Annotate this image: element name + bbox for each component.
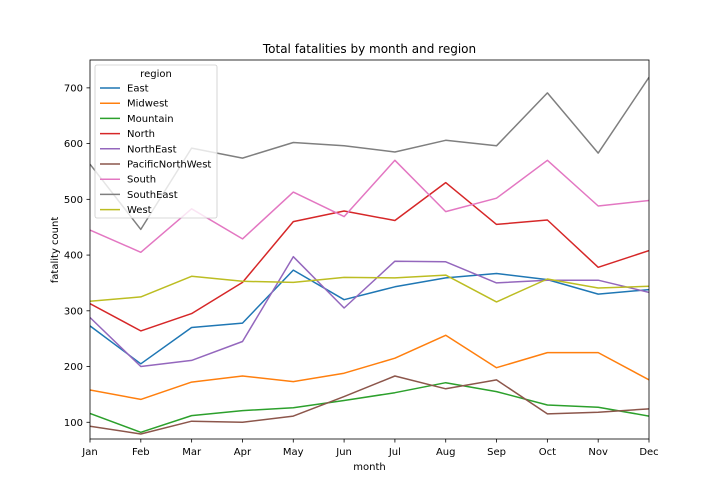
series-line-north (90, 181, 649, 332)
series-line-pacificnorthwest (90, 375, 649, 435)
y-tick-label: 500 (64, 195, 83, 206)
chart-title: Total fatalities by month and region (262, 42, 476, 56)
x-tick-label: Sep (487, 447, 506, 458)
x-tick-label: Jul (388, 447, 401, 458)
x-tick-label: Feb (132, 447, 150, 458)
legend-label-pacificnorthwest: PacificNorthWest (127, 160, 211, 171)
legend-label-mountain: Mountain (127, 114, 174, 125)
y-tick-label: 300 (64, 306, 83, 317)
legend: region East Midwest Mountain North NorthEast P… (94, 64, 218, 219)
x-tick-label: Aug (436, 447, 456, 458)
series-line-midwest (90, 334, 649, 401)
legend-label-southeast: SouthEast (127, 190, 178, 201)
x-tick-label: Apr (234, 447, 252, 458)
y-tick-label: 200 (64, 362, 83, 373)
y-tick-label: 100 (64, 418, 83, 429)
x-tick-label: Dec (639, 447, 658, 458)
legend-box (94, 64, 218, 219)
y-tick-label: 600 (64, 139, 83, 150)
series-line-west (90, 274, 649, 303)
x-tick-label: Mar (182, 447, 202, 458)
x-axis-label: month (353, 462, 385, 473)
axes-frame (89, 59, 650, 440)
y-axis-label: fatality count (50, 217, 61, 284)
series-line-mountain (90, 381, 649, 434)
legend-title: region (140, 69, 172, 80)
x-tick-label: Jan (81, 447, 97, 458)
legend-label-midwest: Midwest (127, 99, 168, 110)
legend-label-north: North (127, 129, 155, 140)
series-line-east (90, 269, 649, 365)
x-tick-label: Oct (539, 447, 556, 458)
plot-area: Jan Feb Mar Apr May Jun Jul Aug Sep Oct Nov Dec 100 2… (64, 59, 659, 458)
x-tick-label: May (283, 447, 304, 458)
legend-label-west: West (127, 205, 152, 216)
legend-label-south: South (127, 175, 156, 186)
legend-label-east: East (127, 84, 149, 95)
x-tick-label: Jun (335, 447, 352, 458)
x-tick-label: Nov (588, 447, 608, 458)
y-tick-label: 400 (64, 251, 83, 262)
series-line-northeast (90, 255, 649, 368)
y-tick-label: 700 (64, 83, 83, 94)
legend-label-northeast: NorthEast (127, 144, 177, 155)
